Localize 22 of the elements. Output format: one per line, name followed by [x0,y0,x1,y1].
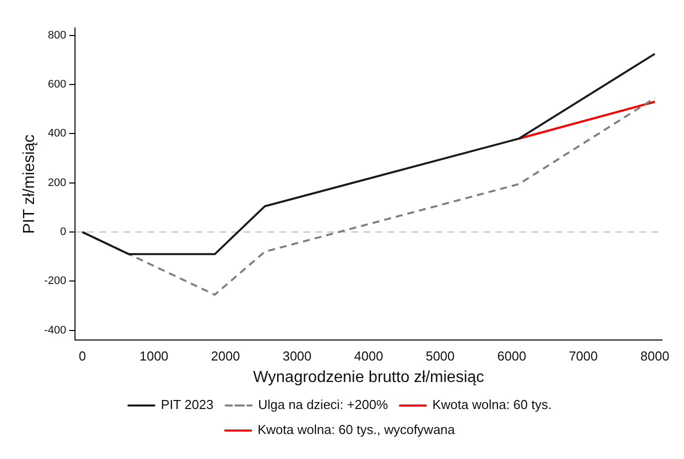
y-tick-label: -400 [44,324,66,336]
y-tick-label: 0 [60,226,66,238]
y-tick-label: 600 [48,78,66,91]
x-tick-label: 1000 [139,348,168,364]
x-tick-label: 6000 [497,348,526,364]
x-tick-label: 5000 [426,348,455,364]
legend-label: Kwota wolna: 60 tys. [432,397,552,412]
legend-label: PIT 2023 [160,397,214,412]
x-tick-label: 7000 [568,348,598,364]
y-tick-label: -200 [44,275,66,288]
x-tick-label: 0 [78,348,86,364]
x-tick-label: 2000 [211,348,240,364]
legend-label: Ulga na dzieci: +200% [258,397,388,412]
y-tick-label: 400 [48,128,66,140]
x-axis-title: Wynagrodzenie brutto zł/miesiąc [253,368,484,386]
y-tick-label: 800 [48,29,66,42]
x-tick-label: 4000 [354,348,384,364]
y-axis-title: PIT zł/miesiąc [21,134,38,234]
x-tick-label: 8000 [640,348,670,364]
x-tick-label: 3000 [282,348,312,364]
y-tick-label: 200 [48,176,66,189]
legend-label: Kwota wolna: 60 tys., wycofywana [258,422,456,438]
